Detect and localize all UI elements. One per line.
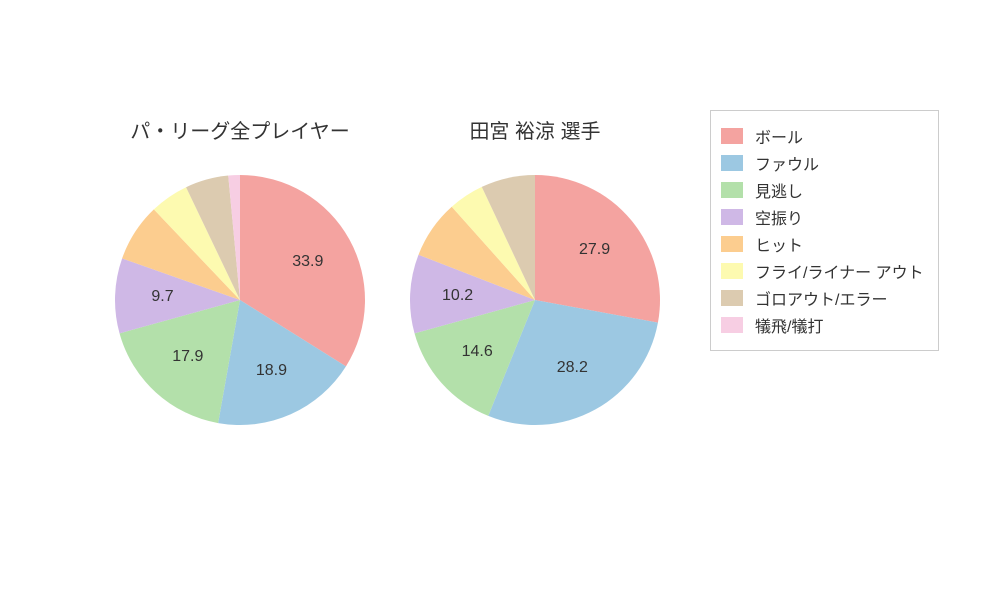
legend-swatch — [721, 209, 743, 225]
slice-value-label: 14.6 — [462, 343, 493, 361]
legend-swatch — [721, 317, 743, 333]
legend: ボールファウル見逃し空振りヒットフライ/ライナー アウトゴロアウト/エラー犠飛/… — [710, 110, 939, 351]
legend-swatch — [721, 128, 743, 144]
legend-label: フライ/ライナー アウト — [755, 259, 924, 283]
pie-title: パ・リーグ全プレイヤー — [90, 115, 390, 144]
legend-swatch — [721, 236, 743, 252]
legend-label: 犠飛/犠打 — [755, 313, 823, 337]
legend-swatch — [721, 182, 743, 198]
legend-item: ゴロアウト/エラー — [721, 286, 924, 310]
legend-swatch — [721, 155, 743, 171]
legend-item: 犠飛/犠打 — [721, 313, 924, 337]
slice-value-label: 9.7 — [151, 288, 173, 306]
slice-value-label: 33.9 — [292, 253, 323, 271]
legend-item: フライ/ライナー アウト — [721, 259, 924, 283]
legend-item: ヒット — [721, 232, 924, 256]
legend-label: ヒット — [755, 232, 803, 256]
legend-label: 見逃し — [755, 178, 803, 202]
legend-item: 空振り — [721, 205, 924, 229]
legend-item: ファウル — [721, 151, 924, 175]
legend-item: 見逃し — [721, 178, 924, 202]
legend-swatch — [721, 263, 743, 279]
legend-label: ゴロアウト/エラー — [755, 286, 887, 310]
legend-label: 空振り — [755, 205, 803, 229]
pie-title: 田宮 裕涼 選手 — [385, 115, 685, 144]
slice-value-label: 18.9 — [256, 362, 287, 380]
legend-label: ボール — [755, 124, 803, 148]
chart-container: パ・リーグ全プレイヤー田宮 裕涼 選手 33.9 18.9 17.9 9.7 27.9 2… — [0, 0, 1000, 600]
legend-item: ボール — [721, 124, 924, 148]
slice-value-label: 10.2 — [442, 287, 473, 305]
slice-value-label: 28.2 — [557, 359, 588, 377]
legend-swatch — [721, 290, 743, 306]
slice-value-label: 27.9 — [579, 241, 610, 259]
legend-label: ファウル — [755, 151, 819, 175]
slice-value-label: 17.9 — [172, 348, 203, 366]
